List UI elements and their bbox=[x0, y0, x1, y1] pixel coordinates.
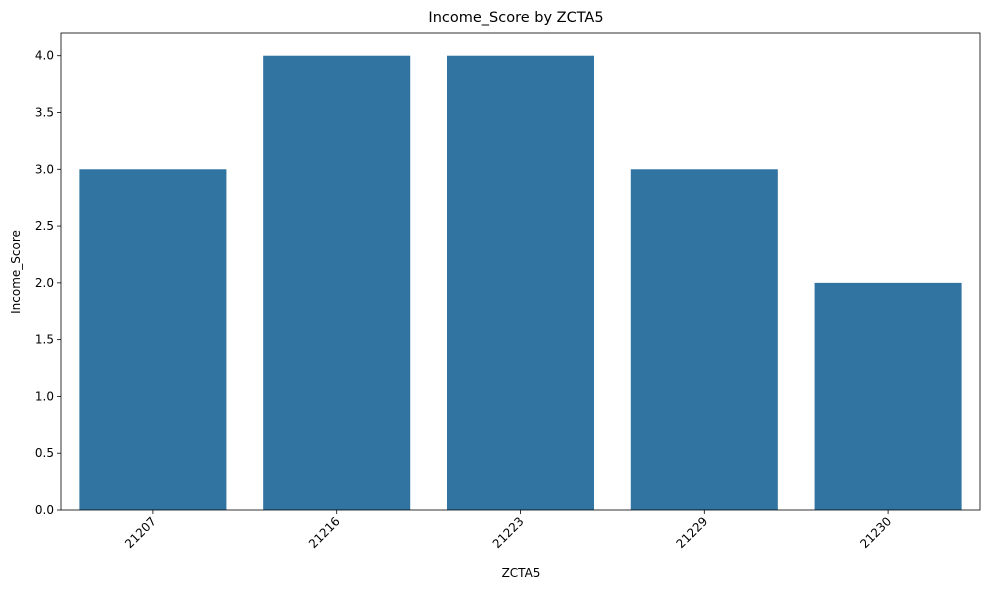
x-axis-title: ZCTA5 bbox=[502, 566, 541, 580]
chart-title: Income_Score by ZCTA5 bbox=[428, 10, 603, 26]
y-tick-label: 1.5 bbox=[35, 333, 54, 347]
y-tick-label: 0.5 bbox=[35, 446, 54, 460]
y-tick-label: 3.0 bbox=[35, 162, 54, 176]
y-tick-label: 1.0 bbox=[35, 389, 54, 403]
x-tick-label: 21223 bbox=[490, 514, 527, 551]
bar-21223 bbox=[446, 55, 595, 510]
y-tick-label: 0.0 bbox=[35, 503, 54, 517]
bar-21207 bbox=[79, 169, 227, 511]
x-tick-label: 21216 bbox=[306, 514, 343, 551]
y-tick-label: 3.5 bbox=[35, 106, 54, 120]
y-axis-title: Income_Score bbox=[9, 230, 23, 314]
x-axis-ticks: 21207 21216 21223 21229 21230 bbox=[122, 510, 894, 551]
y-axis-ticks: 0.0 0.5 1.0 1.5 2.0 2.5 3.0 3.5 4.0 bbox=[35, 49, 61, 517]
y-tick-label: 2.0 bbox=[35, 276, 54, 290]
bars bbox=[79, 55, 962, 511]
y-tick-label: 4.0 bbox=[35, 49, 54, 63]
bar-21216 bbox=[263, 55, 411, 510]
x-tick-label: 21207 bbox=[122, 514, 159, 551]
plot-frame bbox=[60, 32, 981, 511]
bar-21230 bbox=[814, 282, 962, 510]
y-tick-label: 2.5 bbox=[35, 219, 54, 233]
bar-21229 bbox=[630, 169, 778, 511]
x-tick-label: 21229 bbox=[674, 514, 711, 551]
x-tick-label: 21230 bbox=[857, 514, 894, 551]
